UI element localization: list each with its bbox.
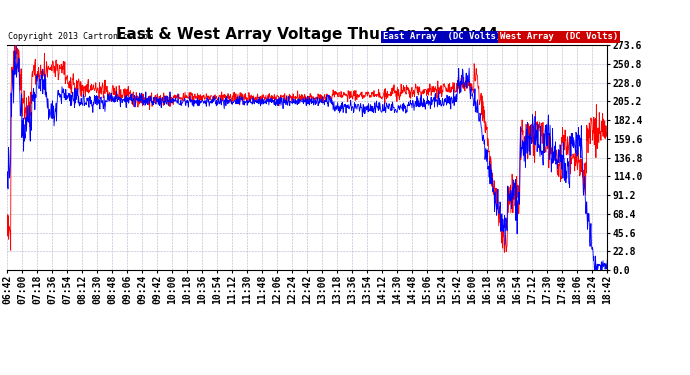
Title: East & West Array Voltage Thu Sep 26 18:44: East & West Array Voltage Thu Sep 26 18:… (116, 27, 498, 42)
Text: Copyright 2013 Cartronics.com: Copyright 2013 Cartronics.com (8, 32, 153, 41)
Text: West Array  (DC Volts): West Array (DC Volts) (500, 32, 618, 41)
Text: East Array  (DC Volts): East Array (DC Volts) (383, 32, 501, 41)
